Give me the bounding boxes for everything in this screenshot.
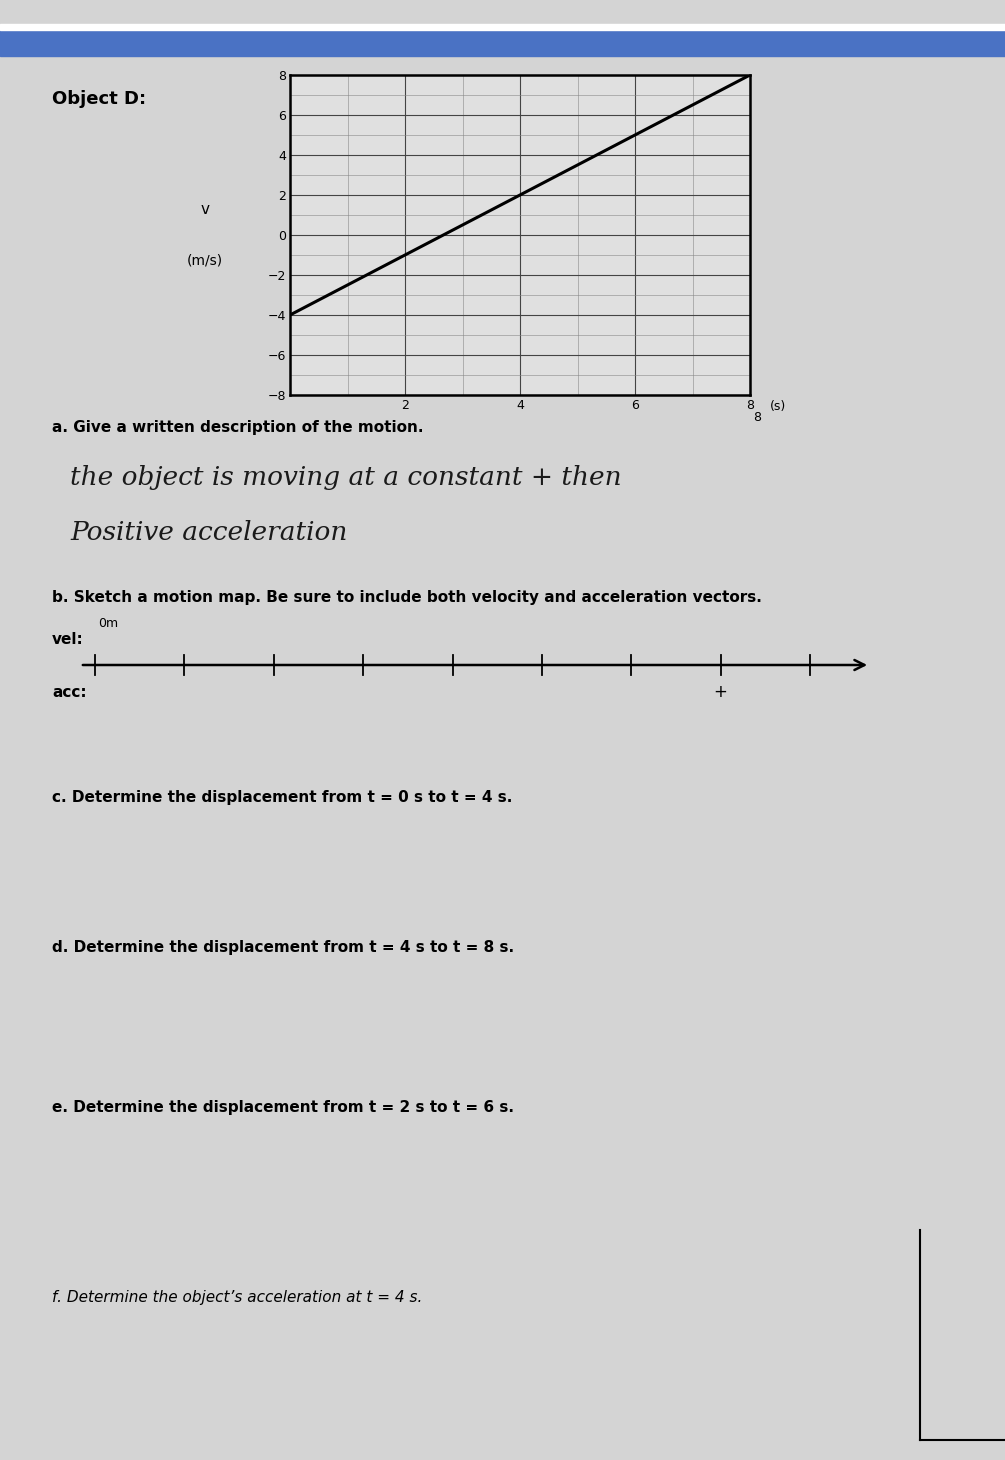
- Text: b. Sketch a motion map. Be sure to include both velocity and acceleration vector: b. Sketch a motion map. Be sure to inclu…: [52, 590, 762, 604]
- Text: the object is moving at a constant + then: the object is moving at a constant + the…: [70, 464, 622, 491]
- Bar: [0, 28, 1005, 55]
- Text: d. Determine the displacement from t = 4 s to t = 8 s.: d. Determine the displacement from t = 4…: [52, 940, 515, 955]
- Text: vel:: vel:: [52, 632, 83, 647]
- Text: v: v: [200, 201, 209, 218]
- Bar: [0, 23, 1005, 31]
- Text: 8: 8: [753, 412, 761, 423]
- Text: a. Give a written description of the motion.: a. Give a written description of the mot…: [52, 420, 423, 435]
- Text: 0m: 0m: [98, 618, 119, 631]
- Text: c. Determine the displacement from t = 0 s to t = 4 s.: c. Determine the displacement from t = 0…: [52, 790, 513, 804]
- Text: (s): (s): [770, 400, 786, 413]
- Text: acc:: acc:: [52, 685, 86, 699]
- Text: (m/s): (m/s): [187, 254, 223, 267]
- Text: Object D:: Object D:: [52, 91, 146, 108]
- Text: e. Determine the displacement from t = 2 s to t = 6 s.: e. Determine the displacement from t = 2…: [52, 1099, 514, 1115]
- Text: +: +: [714, 683, 727, 701]
- Text: f. Determine the object’s acceleration at t = 4 s.: f. Determine the object’s acceleration a…: [52, 1291, 422, 1305]
- Text: Positive acceleration: Positive acceleration: [70, 520, 348, 545]
